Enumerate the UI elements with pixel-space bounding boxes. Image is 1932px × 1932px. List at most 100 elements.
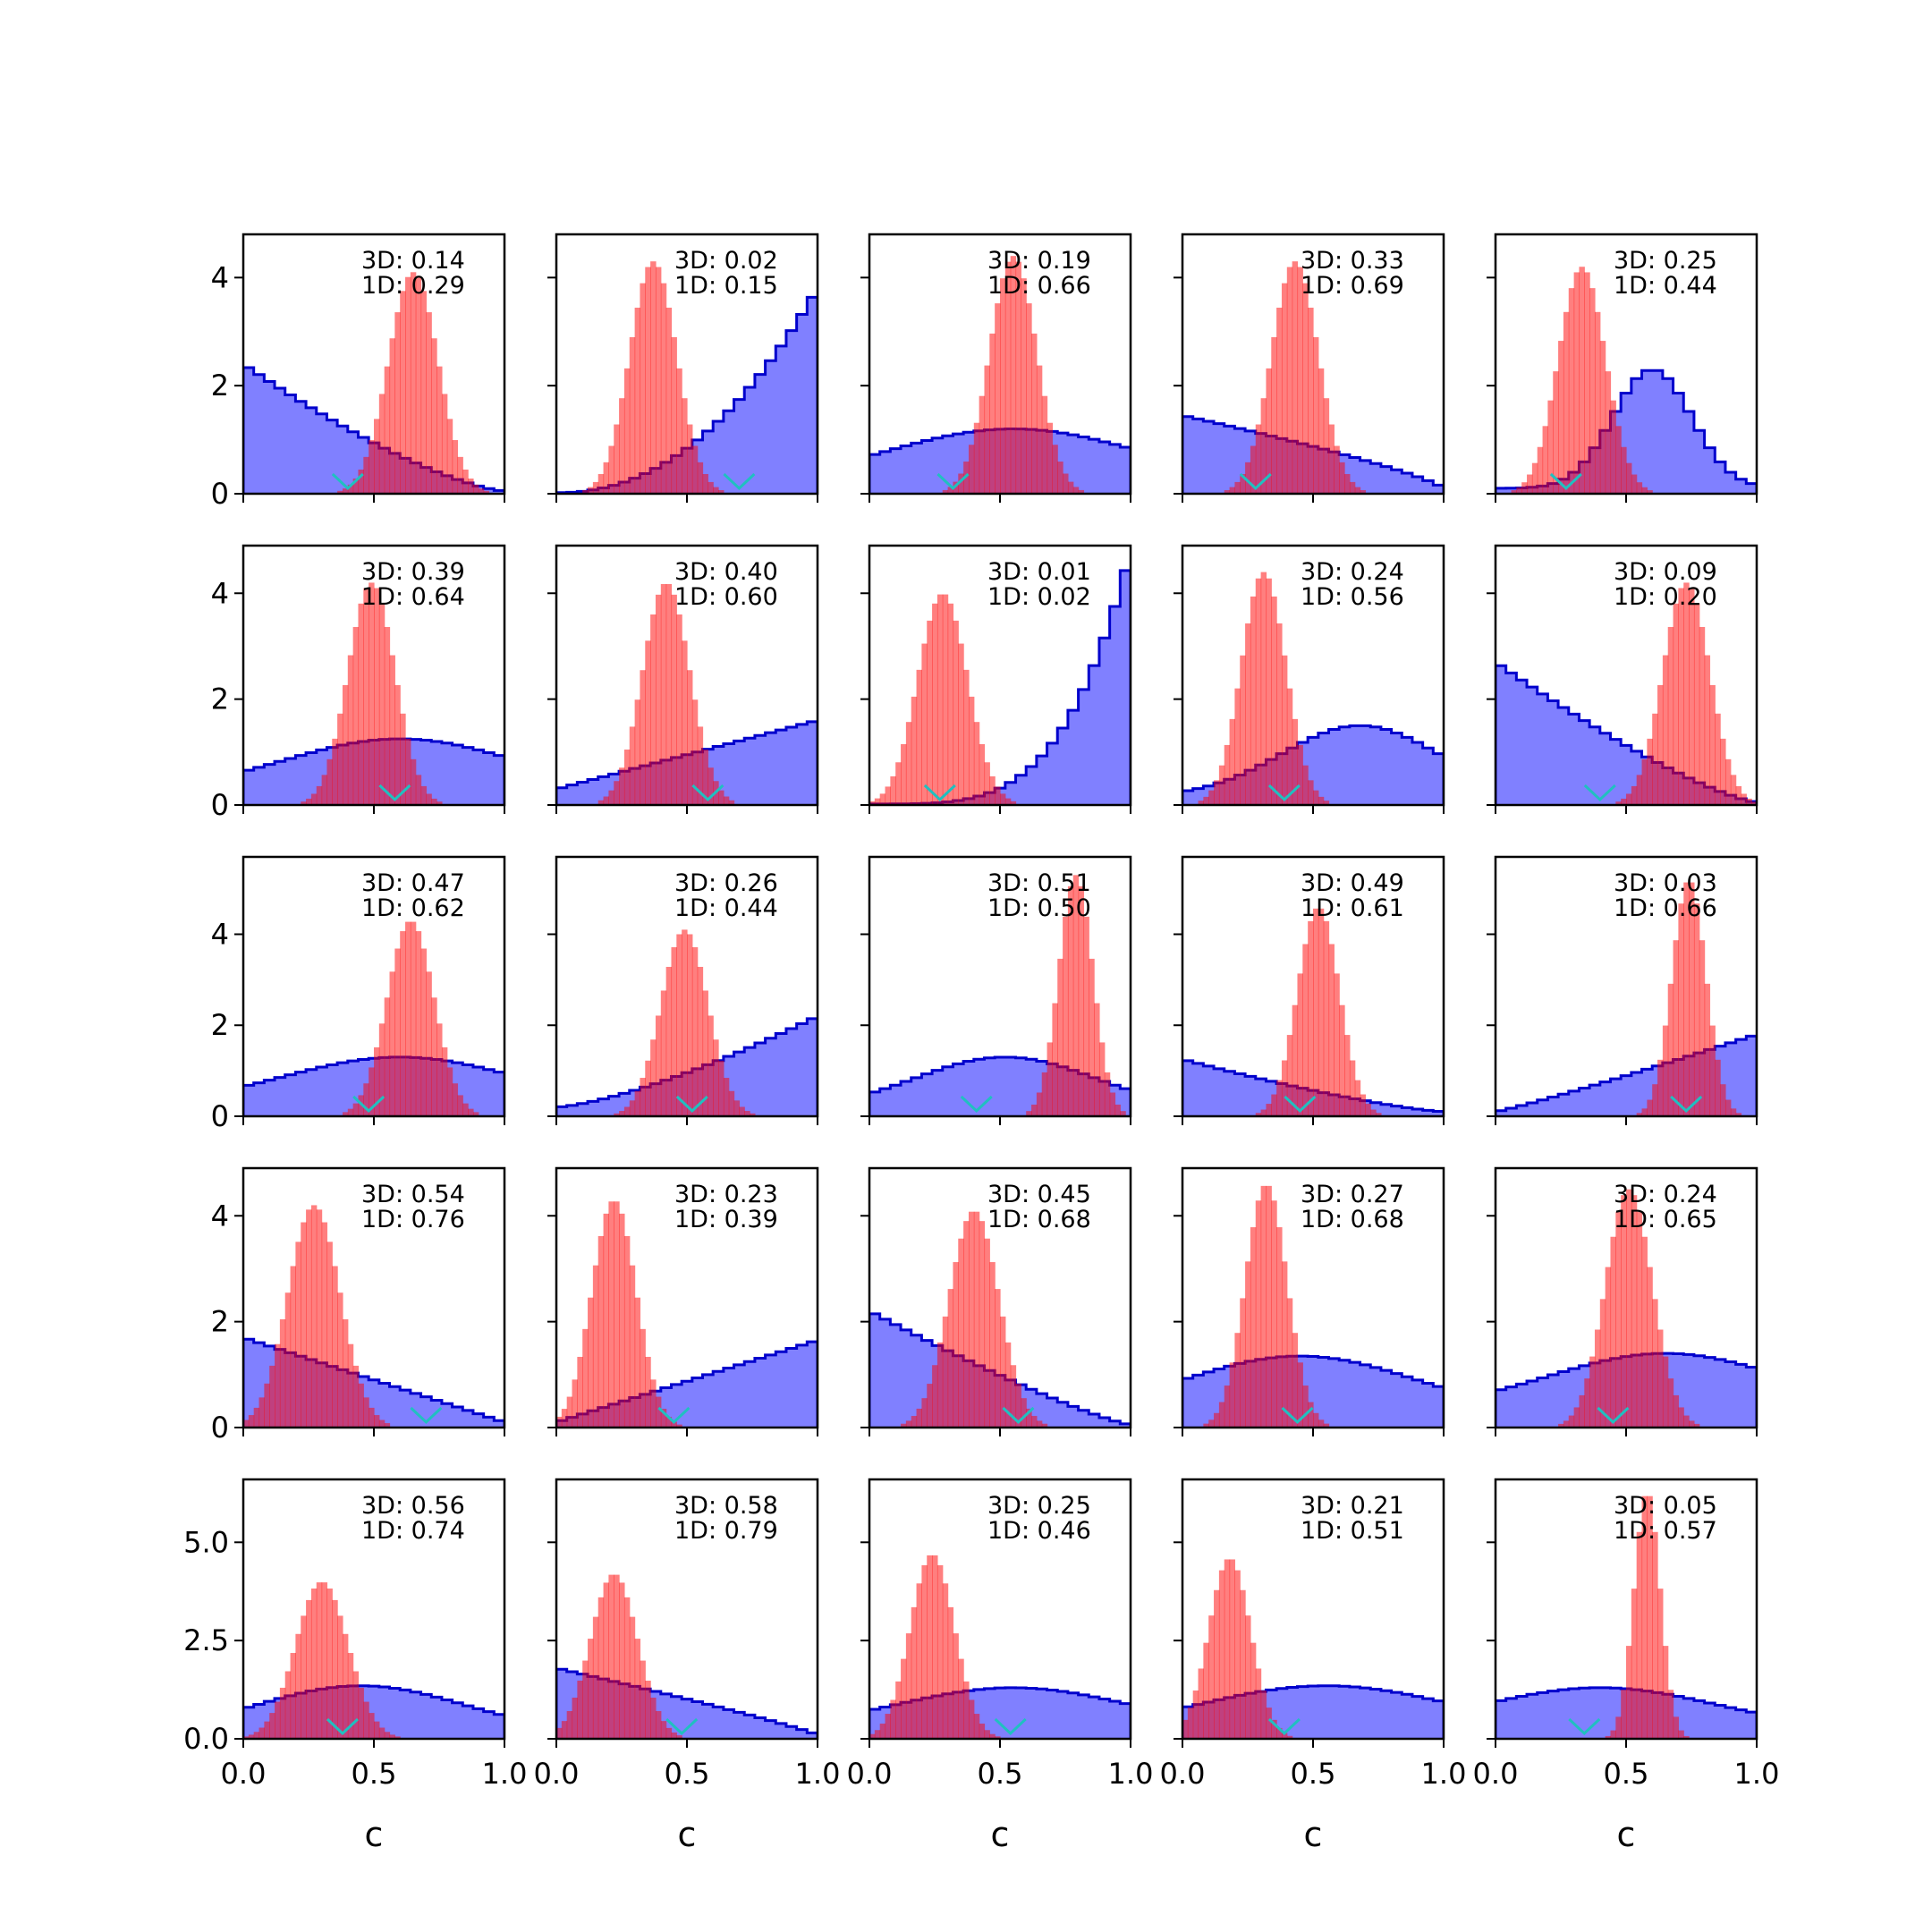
narrow-histogram-bar (352, 1671, 360, 1739)
narrow-histogram-bar (640, 1078, 646, 1116)
wide-histogram-fill (556, 297, 818, 494)
narrow-histogram-bar (1615, 801, 1622, 805)
wide-histogram-fill (1182, 1060, 1444, 1116)
narrow-histogram-bar (1260, 1690, 1267, 1739)
annotation-3d: 3D: 0.25 (1614, 247, 1717, 275)
narrow-histogram-bar (1636, 1113, 1643, 1116)
narrow-histogram-bar (1015, 1384, 1021, 1428)
annotation-1d: 1D: 0.56 (1301, 583, 1404, 611)
narrow-histogram-bar (1292, 261, 1299, 494)
narrow-histogram-bar (1579, 1394, 1585, 1428)
narrow-histogram-bar (1339, 1004, 1345, 1116)
narrow-histogram-bar (258, 1727, 265, 1739)
narrow-histogram-bar (556, 1416, 563, 1428)
narrow-histogram-bar (608, 445, 614, 494)
narrow-histogram-bar (1240, 1589, 1246, 1739)
narrow-histogram-bar (431, 338, 437, 494)
narrow-histogram-bar (1313, 1412, 1319, 1428)
marker-v (1002, 1406, 1035, 1425)
narrow-histogram-bar (363, 1083, 369, 1116)
narrow-histogram-bar (927, 1555, 933, 1739)
x-tick-label: 0.5 (665, 1757, 710, 1791)
narrow-histogram-bar (1537, 446, 1544, 494)
narrow-histogram-bar (640, 283, 646, 494)
narrow-histogram-bar (1229, 1559, 1235, 1739)
annotation-3d: 3D: 0.39 (361, 558, 465, 586)
narrow-histogram-bar (369, 1713, 375, 1739)
y-tick-label: 5.0 (183, 1525, 229, 1559)
narrow-histogram-bar (947, 1289, 954, 1428)
narrow-histogram-bar (713, 487, 719, 494)
narrow-histogram-bar (588, 1297, 594, 1428)
plot-area (556, 929, 818, 1116)
narrow-histogram-bar (275, 1701, 281, 1739)
annotation-1d: 1D: 0.46 (987, 1517, 1091, 1545)
narrow-histogram-bar (645, 1680, 651, 1739)
narrow-histogram-bar (708, 767, 714, 805)
narrow-histogram-bar (264, 1721, 270, 1739)
narrow-histogram-bar (702, 990, 708, 1116)
y-tick-label: 4 (211, 576, 229, 610)
narrow-histogram-bar (321, 1222, 328, 1428)
narrow-histogram-bar (723, 1078, 730, 1116)
annotation-3d: 3D: 0.26 (674, 869, 778, 897)
narrow-histogram-bar (1683, 882, 1690, 1116)
narrow-histogram-bar (682, 640, 688, 805)
narrow-histogram-bar (1229, 718, 1235, 805)
plot-area (869, 1555, 1131, 1739)
narrow-histogram-bar (1302, 944, 1309, 1116)
x-tick-label: 1.0 (482, 1757, 528, 1791)
narrow-histogram-bar (342, 1319, 349, 1428)
narrow-histogram-bar (290, 1266, 296, 1428)
narrow-histogram-bar (879, 1724, 886, 1739)
x-axis-label: c (1617, 1815, 1636, 1854)
narrow-histogram-bar (342, 1633, 349, 1739)
wide-histogram-outline (1182, 1354, 1444, 1428)
narrow-histogram-bar (1746, 798, 1752, 805)
narrow-histogram-bar (1313, 336, 1319, 494)
narrow-histogram-bar (248, 1734, 255, 1739)
narrow-histogram-bar (1245, 1261, 1251, 1428)
narrow-histogram-bar (1573, 272, 1580, 494)
narrow-histogram-bar (1720, 1084, 1726, 1116)
narrow-histogram-bar (1271, 1719, 1277, 1739)
narrow-histogram-bar (1266, 1185, 1272, 1428)
narrow-histogram-bar (468, 1108, 474, 1116)
plot-area (243, 582, 504, 805)
narrow-histogram-bar (378, 603, 386, 805)
narrow-histogram-bar (1641, 1108, 1648, 1116)
narrow-histogram-bar (400, 291, 406, 494)
annotation-3d: 3D: 0.58 (674, 1492, 778, 1520)
narrow-histogram-bar (1224, 1559, 1231, 1739)
narrow-histogram-bar (1266, 368, 1272, 494)
plot-area (243, 1582, 504, 1739)
narrow-histogram-bar (629, 1100, 636, 1116)
narrow-histogram-bar (1292, 718, 1299, 805)
narrow-histogram-bar (682, 929, 688, 1116)
narrow-histogram-bar (1641, 1496, 1648, 1739)
narrow-histogram-bar (321, 775, 328, 805)
narrow-histogram-bar (1683, 1415, 1690, 1428)
narrow-histogram-bar (739, 1106, 745, 1116)
narrow-histogram-bar (1224, 744, 1231, 805)
narrow-histogram-bar (358, 1687, 364, 1739)
annotation-3d: 3D: 0.47 (361, 869, 465, 897)
narrow-histogram-bar (389, 338, 395, 494)
narrow-histogram-bar (1281, 1733, 1288, 1739)
narrow-histogram-bar (347, 1343, 354, 1428)
narrow-histogram-bar (316, 1582, 323, 1739)
narrow-histogram-bar (1218, 1402, 1225, 1428)
narrow-histogram-bar (963, 669, 970, 805)
y-tick-label: 4 (211, 1199, 229, 1233)
narrow-histogram-bar (702, 750, 708, 805)
narrow-histogram-bar (394, 684, 401, 805)
narrow-histogram-bar (947, 487, 954, 494)
narrow-histogram-bar (592, 1265, 599, 1428)
